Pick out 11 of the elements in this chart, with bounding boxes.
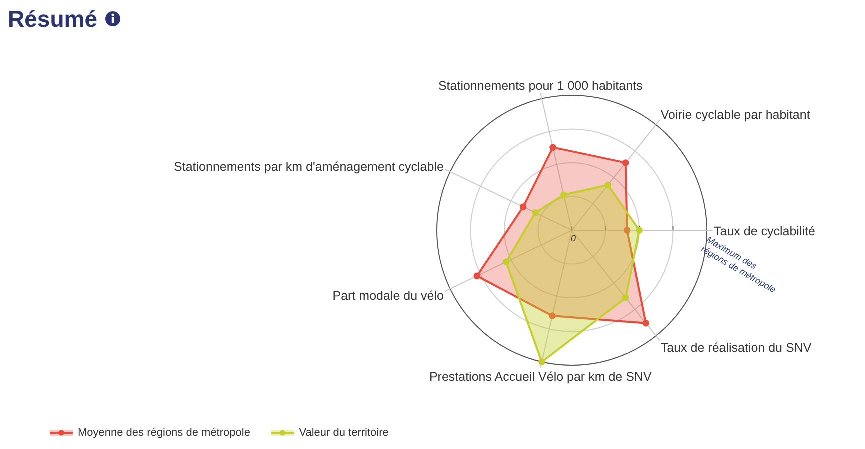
spoke-label: Taux de cyclabilité [714,224,816,238]
spoke-label: Voirie cyclable par habitant [660,108,811,122]
spoke-label: Stationnements par km d'aménagement cyclable [174,160,444,174]
text: 0 [571,234,576,244]
chart-title: Résumé [8,6,98,32]
legend-label: Moyenne des régions de métropole [78,427,250,439]
spoke-label: Taux de réalisation du SNV [660,340,812,355]
spoke-label: Stationnements pour 1 000 habitants [438,79,643,94]
spoke-label: Part modale du vélo [332,289,444,304]
legend-label: Valeur du territoire [299,427,389,439]
spoke-label: Prestations Accueil Vélo par km de SNV [429,370,652,384]
